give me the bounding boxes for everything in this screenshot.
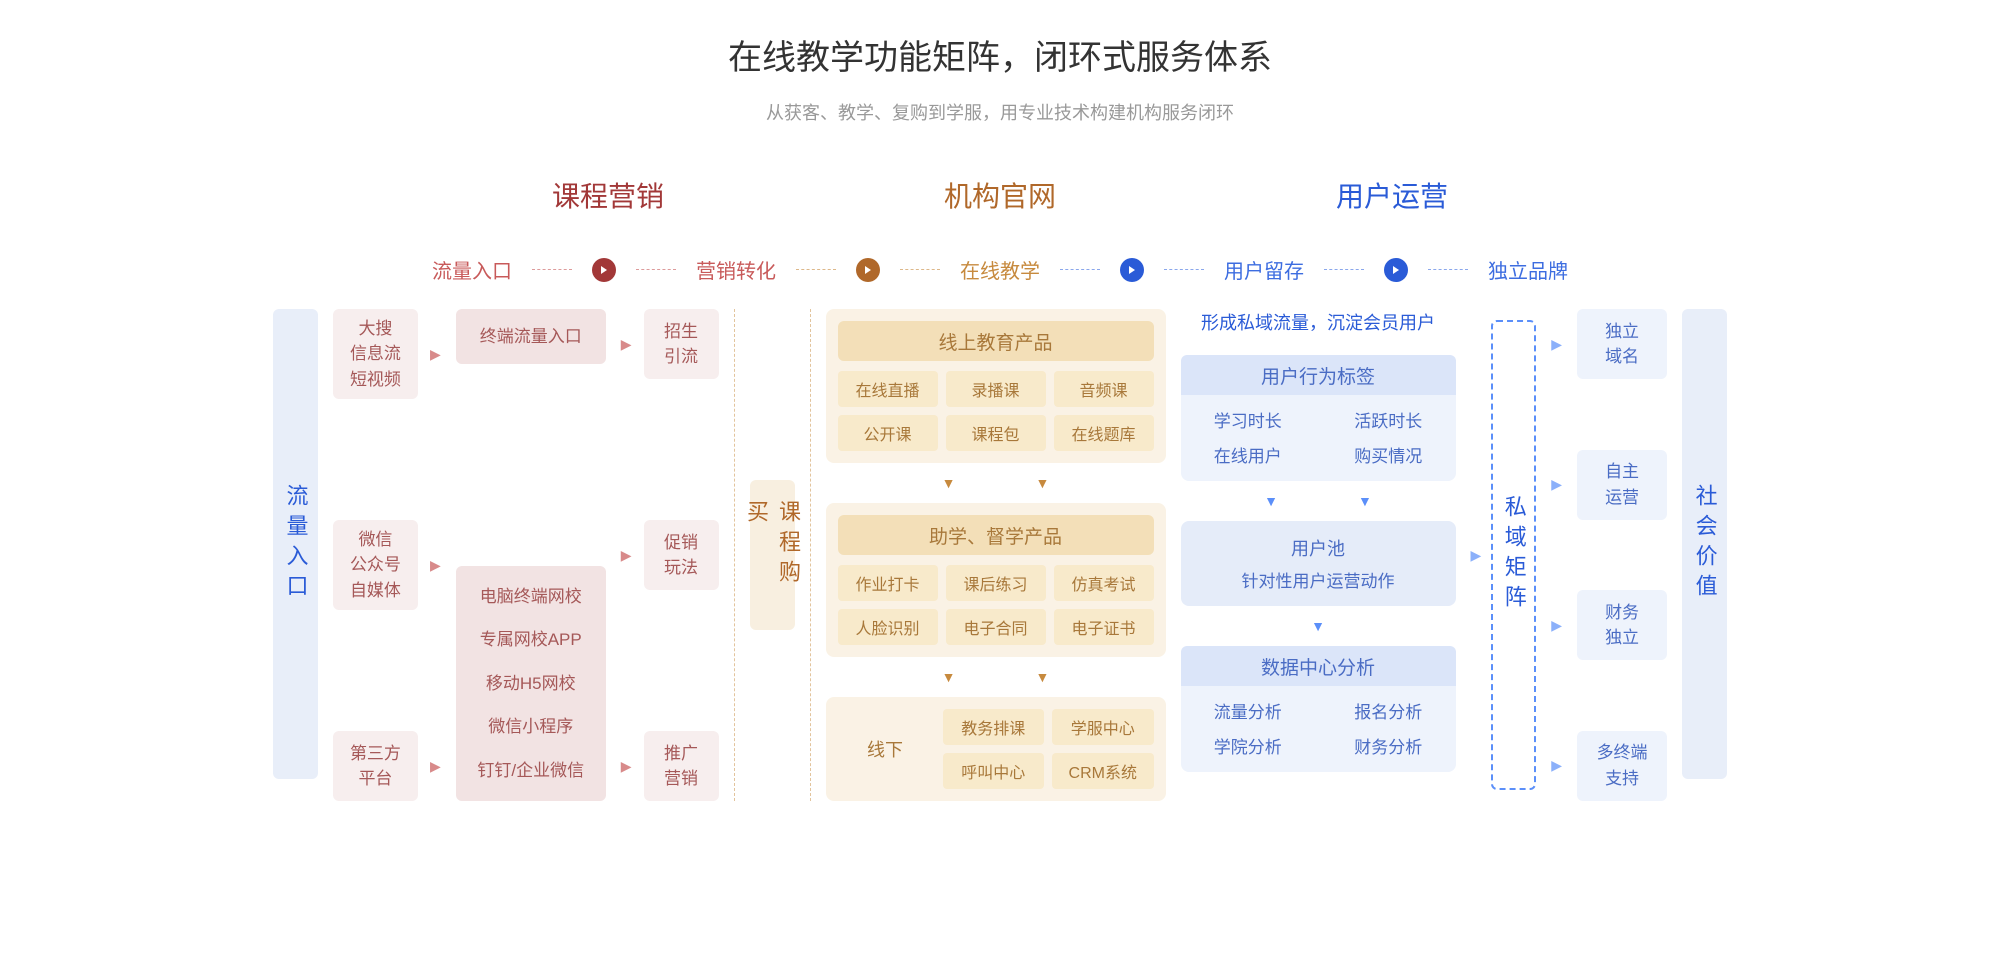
play-icon xyxy=(856,258,880,282)
convert-box: 推广 营销 xyxy=(644,731,719,801)
caret-right-icon: ▶ xyxy=(430,758,441,775)
col-entry: 大搜 信息流 短视频 ▶ 微信 公众号 自媒体 ▶ 第三方 平台 ▶ xyxy=(333,309,441,801)
terminal-item: 移动H5网校 xyxy=(486,671,576,697)
caret-right-icon: ▶ xyxy=(430,346,441,363)
caret-right-icon: ▶ xyxy=(1551,336,1562,353)
data-item: 财务分析 xyxy=(1333,733,1444,758)
entry-box: 大搜 信息流 短视频 xyxy=(333,309,418,399)
brand-box: 财务 独立 xyxy=(1577,590,1667,660)
main-title: 在线教学功能矩阵，闭环式服务体系 xyxy=(0,30,2000,79)
panel-tags: 用户行为标签 学习时长 活跃时长 在线用户 购买情况 xyxy=(1181,355,1456,481)
flow-convert: 营销转化 xyxy=(696,255,776,284)
terminal-box: 终端流量入口 xyxy=(456,309,606,364)
flow-entry: 流量入口 xyxy=(432,255,512,284)
panel-assist: 助学、督学产品 作业打卡 课后练习 仿真考试 人脸识别 电子合同 电子证书 xyxy=(826,503,1166,657)
tag-item: 在线用户 xyxy=(1193,442,1304,467)
caret-down-icon: ▼▼ xyxy=(826,475,1166,491)
brand-box: 多终端 支持 xyxy=(1577,731,1667,801)
chip: 仿真考试 xyxy=(1054,565,1154,601)
terminal-item: 电脑终端网校 xyxy=(480,584,582,610)
caret-down-icon: ▼▼ xyxy=(826,669,1166,685)
col-convert: ▶ 招生 引流 ▶ 促销 玩法 ▶ 推广 营销 xyxy=(621,309,719,801)
pool-title: 用户池 xyxy=(1195,535,1442,561)
subtitle: 从获客、教学、复购到学服，用专业技术构建机构服务闭环 xyxy=(0,99,2000,125)
caret-right-icon: ▶ xyxy=(430,557,441,574)
data-item: 报名分析 xyxy=(1333,698,1444,723)
chip: 教务排课 xyxy=(943,709,1045,745)
data-item: 学院分析 xyxy=(1193,733,1304,758)
flow-row: 流量入口 营销转化 在线教学 用户留存 独立品牌 xyxy=(0,255,2000,284)
flow-teach: 在线教学 xyxy=(960,255,1040,284)
data-item: 流量分析 xyxy=(1193,698,1304,723)
caret-right-icon: ▶ xyxy=(621,336,632,353)
section-website: 机构官网 xyxy=(944,175,1056,215)
chip: 公开课 xyxy=(838,415,938,451)
caret-right-icon: ▶ xyxy=(1551,476,1562,493)
chip: 呼叫中心 xyxy=(943,753,1045,789)
play-icon xyxy=(592,258,616,282)
flow-retain: 用户留存 xyxy=(1224,255,1304,284)
convert-box: 促销 玩法 xyxy=(644,520,719,590)
pool-sub: 针对性用户运营动作 xyxy=(1195,567,1442,592)
caret-right-icon: ▶ xyxy=(1471,547,1482,564)
brand-box: 自主 运营 xyxy=(1577,450,1667,520)
panel-data: 数据中心分析 流量分析 报名分析 学院分析 财务分析 xyxy=(1181,646,1456,772)
play-icon xyxy=(1120,258,1144,282)
chip: 录播课 xyxy=(946,371,1046,407)
right-bar: 社会价值 xyxy=(1682,309,1727,779)
caret-right-icon: ▶ xyxy=(621,758,632,775)
convert-box: 招生 引流 xyxy=(644,309,719,379)
panel-title: 线上教育产品 xyxy=(838,321,1154,361)
chip: 电子证书 xyxy=(1054,609,1154,645)
chip: 课程包 xyxy=(946,415,1046,451)
chip: 电子合同 xyxy=(946,609,1046,645)
chip: 人脸识别 xyxy=(838,609,938,645)
col-retention: 形成私域流量，沉淀会员用户 用户行为标签 学习时长 活跃时长 在线用户 购买情况… xyxy=(1181,309,1456,801)
flow-brand: 独立品牌 xyxy=(1488,255,1568,284)
panel-title: 用户行为标签 xyxy=(1181,355,1456,395)
col-teaching: 线上教育产品 在线直播 录播课 音频课 公开课 课程包 在线题库 ▼▼ 助学、督… xyxy=(826,309,1166,801)
terminal-item: 专属网校APP xyxy=(480,627,582,653)
chip: 在线题库 xyxy=(1054,415,1154,451)
caret-down-icon: ▼ xyxy=(1181,618,1456,634)
section-operations: 用户运营 xyxy=(1336,175,1448,215)
section-marketing: 课程营销 xyxy=(552,175,664,215)
retention-note: 形成私域流量，沉淀会员用户 xyxy=(1181,309,1456,335)
terminal-item: 钉钉/企业微信 xyxy=(477,758,584,784)
section-headers: 课程营销 机构官网 用户运营 xyxy=(0,175,2000,215)
panel-title: 助学、督学产品 xyxy=(838,515,1154,555)
left-bar: 流量入口 xyxy=(273,309,318,779)
terminal-item: 微信小程序 xyxy=(488,714,573,740)
tag-item: 购买情况 xyxy=(1333,442,1444,467)
panel-offline: 线下 教务排课 学服中心 呼叫中心 CRM系统 xyxy=(826,697,1166,801)
caret-right-icon: ▶ xyxy=(1551,757,1562,774)
chip: CRM系统 xyxy=(1052,753,1154,789)
entry-box: 第三方 平台 xyxy=(333,731,418,801)
caret-right-icon: ▶ xyxy=(1551,617,1562,634)
dash-bar: 私域矩阵 xyxy=(1491,320,1536,790)
panel-title: 数据中心分析 xyxy=(1181,646,1456,686)
chip: 学服中心 xyxy=(1052,709,1154,745)
col-brand: ▶ 独立 域名 ▶ 自主 运营 ▶ 财务 独立 ▶ 多终端 支持 xyxy=(1551,309,1667,801)
chip: 在线直播 xyxy=(838,371,938,407)
chip: 作业打卡 xyxy=(838,565,938,601)
tag-item: 活跃时长 xyxy=(1333,407,1444,432)
panel-online-edu: 线上教育产品 在线直播 录播课 音频课 公开课 课程包 在线题库 xyxy=(826,309,1166,463)
main-diagram: 流量入口 大搜 信息流 短视频 ▶ 微信 公众号 自媒体 ▶ 第三方 平台 ▶ … xyxy=(0,309,2000,801)
entry-box: 微信 公众号 自媒体 xyxy=(333,520,418,610)
mid-bar: 课程购买 xyxy=(750,480,795,630)
tag-item: 学习时长 xyxy=(1193,407,1304,432)
col-terminal: 终端流量入口 电脑终端网校 专属网校APP 移动H5网校 微信小程序 钉钉/企业… xyxy=(456,309,606,801)
brand-box: 独立 域名 xyxy=(1577,309,1667,379)
panel-pool: 用户池 针对性用户运营动作 xyxy=(1181,521,1456,606)
chip: 课后练习 xyxy=(946,565,1046,601)
chip: 音频课 xyxy=(1054,371,1154,407)
caret-down-icon: ▼▼ xyxy=(1181,493,1456,509)
caret-right-icon: ▶ xyxy=(621,547,632,564)
play-icon xyxy=(1384,258,1408,282)
terminal-stack: 电脑终端网校 专属网校APP 移动H5网校 微信小程序 钉钉/企业微信 xyxy=(456,566,606,802)
offline-label: 线下 xyxy=(838,709,933,789)
